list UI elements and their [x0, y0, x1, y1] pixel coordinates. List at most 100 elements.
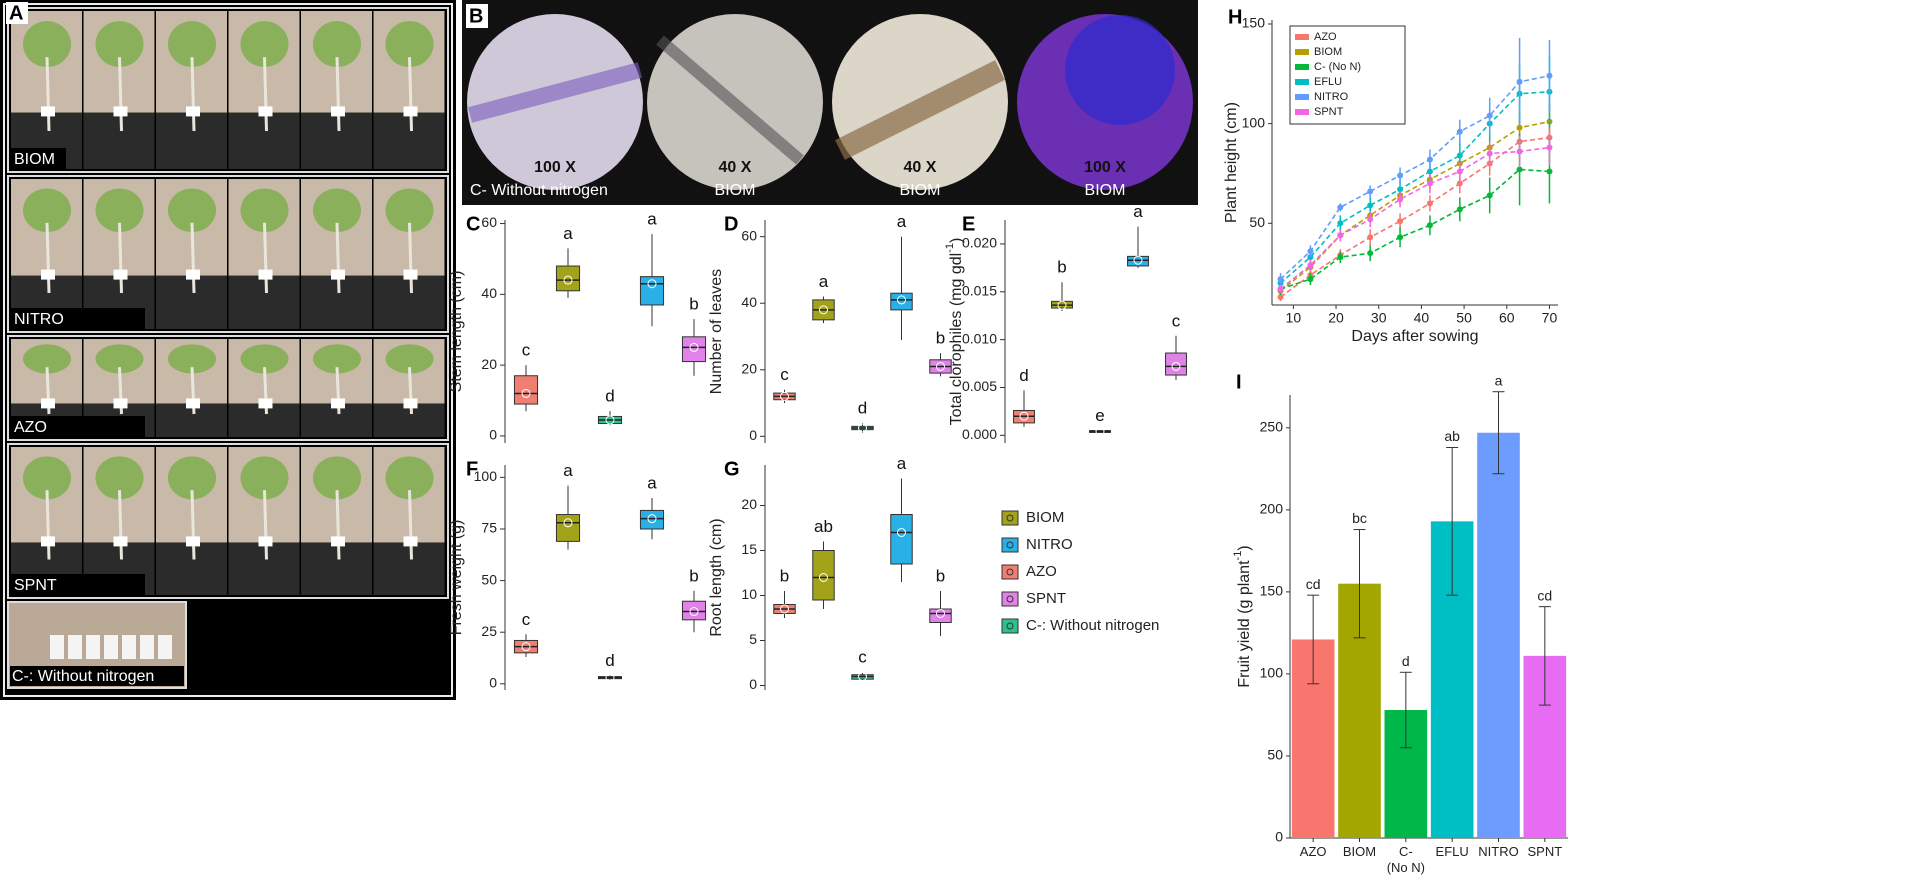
y-tick-label: 50: [1267, 747, 1283, 763]
root-strand: [835, 60, 1005, 160]
y-axis-label-text: Stem length (cm): [448, 271, 465, 393]
fluorescence: [1065, 15, 1175, 125]
data-point: [1367, 202, 1374, 209]
box-median-dot: [936, 609, 945, 618]
y-tick-label: 100: [1242, 114, 1266, 130]
row-caption-bg: [10, 148, 66, 170]
x-axis-label: Days after sowing: [1351, 328, 1478, 345]
data-point: [1397, 186, 1404, 193]
row-caption: AZO: [14, 419, 47, 436]
micrograph-caption: C- Without nitrogen: [470, 182, 608, 199]
plant-foliage: [95, 344, 144, 374]
data-point: [1516, 124, 1523, 131]
plant-stem: [190, 57, 196, 132]
significance-letter: a: [897, 454, 907, 473]
legend-swatch: [1295, 94, 1309, 100]
y-tick-label: 0.015: [962, 282, 997, 298]
y-tick-label: 60: [741, 227, 757, 243]
box-median-dot: [521, 388, 531, 398]
data-point: [1546, 72, 1553, 79]
row-caption: C-: Without nitrogen: [12, 668, 154, 685]
plant-photo-bottom: [156, 112, 227, 169]
panel-label: B: [469, 5, 483, 27]
plant-stem: [263, 57, 268, 132]
plant-pot: [186, 536, 200, 547]
y-axis-label-sup: -1: [944, 243, 956, 253]
root-strand: [467, 62, 643, 123]
box-body: [639, 509, 665, 530]
significance-letter: b: [689, 566, 698, 585]
series-line: [1280, 90, 1550, 284]
box-median-dot: [897, 528, 906, 537]
y-axis-label: Fruit yield (g plant-1): [1232, 545, 1253, 687]
x-tick-label: 60: [1499, 310, 1515, 326]
plant-pot: [86, 635, 100, 659]
data-point: [1397, 172, 1404, 179]
significance-letter: a: [563, 224, 573, 243]
plant-pot: [122, 635, 136, 659]
box-median-dot: [780, 391, 789, 401]
data-point: [1516, 78, 1523, 85]
series-line: [1280, 136, 1550, 298]
y-tick-label: 0.010: [962, 330, 997, 346]
plant-stem: [408, 490, 413, 560]
plant-foliage: [23, 188, 71, 233]
box-body: [1165, 352, 1187, 376]
plant-foliage: [168, 456, 216, 500]
box-median-dot: [689, 607, 699, 617]
plant-foliage: [313, 188, 361, 233]
y-tick-label: 20: [741, 360, 757, 376]
data-point: [1516, 166, 1523, 173]
significance-letter: bc: [1352, 510, 1367, 526]
box-median-dot: [1095, 427, 1105, 437]
data-point: [1546, 144, 1553, 151]
significance-letter: a: [819, 272, 829, 291]
magnification: 40 X: [904, 159, 937, 176]
plant-pot: [41, 269, 55, 280]
y-tick-label: 100: [474, 468, 498, 484]
legend-swatch: [1001, 510, 1019, 526]
plant-photo-bottom: [301, 112, 372, 169]
plant-foliage: [168, 21, 216, 68]
y-tick-label: 0: [489, 675, 497, 691]
photo-row-frame: [7, 443, 449, 599]
x-tick-label: 70: [1542, 310, 1558, 326]
plant-stem: [335, 490, 341, 560]
y-tick-label: 200: [1260, 501, 1284, 517]
data-point: [1397, 234, 1404, 241]
box-median-dot: [819, 305, 828, 315]
panel-a-frame: [3, 3, 453, 697]
box-median-dot: [605, 415, 615, 425]
data-point: [1426, 180, 1433, 187]
row-caption: SPNT: [14, 577, 57, 594]
y-tick-label: 50: [481, 571, 497, 587]
box-median-dot: [819, 573, 828, 582]
plant-foliage: [240, 344, 289, 374]
micrograph-caption: BIOM: [715, 182, 756, 199]
y-tick-label: 50: [1249, 214, 1265, 230]
y-tick-label: 60: [481, 214, 497, 230]
box-median-dot: [647, 279, 657, 289]
plant-pot: [41, 106, 55, 117]
panel-label: D: [724, 213, 738, 235]
plant-foliage: [168, 344, 216, 374]
data-point: [1337, 254, 1344, 261]
panel-label: H: [1228, 6, 1242, 28]
y-tick-label: 0: [749, 427, 757, 443]
root-strand: [656, 35, 804, 165]
plant-stem: [408, 57, 413, 132]
legend-label: EFLU: [1314, 76, 1342, 88]
plant-foliage: [23, 344, 71, 374]
legend-swatch: [1001, 564, 1019, 580]
plant-pot: [258, 269, 273, 280]
plant-photo-bottom: [228, 542, 300, 595]
data-point: [1367, 250, 1374, 257]
y-tick-label: 25: [481, 623, 497, 639]
x-tick-label: BIOM: [1342, 844, 1377, 859]
data-point: [1486, 192, 1493, 199]
significance-letter: d: [605, 651, 614, 670]
photo-row-frame: [7, 175, 449, 333]
y-tick-label: 0: [489, 427, 497, 443]
row-caption: BIOM: [14, 151, 55, 168]
plant-photo-bottom: [228, 112, 300, 169]
